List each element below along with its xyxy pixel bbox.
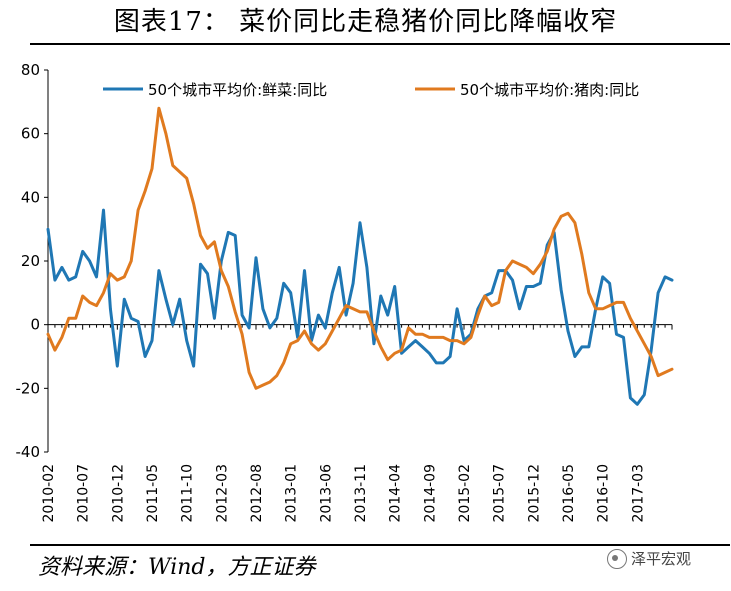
x-tick-label: 2011-05 <box>145 464 161 523</box>
watermark: 泽平宏观 <box>607 548 691 570</box>
x-tick-label: 2011-10 <box>180 464 196 523</box>
legend-label-pork: 50个城市平均价:猪肉:同比 <box>460 81 639 99</box>
x-tick-label: 2016-05 <box>561 464 577 523</box>
chart-title: 图表17： 菜价同比走稳猪价同比降幅收窄 <box>113 7 618 37</box>
x-tick-label: 2016-10 <box>596 464 612 523</box>
x-tick-label: 2010-07 <box>76 464 92 523</box>
y-tick-label: 60 <box>21 125 40 143</box>
x-tick-label: 2013-01 <box>284 464 300 523</box>
y-tick-label: 0 <box>30 316 40 334</box>
x-tick-label: 2017-03 <box>630 464 646 523</box>
series-layer <box>46 106 674 406</box>
watermark-label: 泽平宏观 <box>631 550 692 568</box>
x-tick-label: 2015-12 <box>526 464 542 523</box>
x-tick-label: 2010-02 <box>41 464 57 523</box>
x-tick-label: 2013-11 <box>353 464 369 523</box>
source-note: 资料来源：Wind，方正证券 <box>38 555 316 580</box>
x-tick-label: 2015-07 <box>492 464 508 523</box>
line-chart: -40 -20 0 20 40 60 80 2010-02 2010-07 2010-12 2011… <box>16 61 674 523</box>
wechat-icon <box>607 549 627 569</box>
series-line-pork <box>46 106 674 390</box>
y-tick-label: 40 <box>21 188 40 206</box>
x-tick-label: 2012-08 <box>249 464 265 523</box>
x-tick-label: 2014-09 <box>422 464 438 523</box>
x-tick-label: 2010-12 <box>110 464 126 523</box>
series-line-vegetables <box>46 208 674 406</box>
chart-axes: -40 -20 0 20 40 60 80 2010-02 2010-07 2010-12 2011… <box>16 61 673 523</box>
x-tick-label: 2013-06 <box>318 464 334 523</box>
y-tick-label: -20 <box>16 379 41 397</box>
x-tick-label: 2015-02 <box>457 464 473 523</box>
x-tick-label: 2012-03 <box>214 464 230 523</box>
legend-label-vegetables: 50个城市平均价:鲜菜:同比 <box>148 81 327 99</box>
title-rule <box>30 43 730 45</box>
x-tick-label: 2014-04 <box>388 464 404 523</box>
y-tick-label: -40 <box>16 443 41 461</box>
y-tick-label: 20 <box>21 252 40 270</box>
source-rule <box>30 544 730 546</box>
y-tick-label: 80 <box>21 61 40 79</box>
legend: 50个城市平均价:鲜菜:同比 50个城市平均价:猪肉:同比 <box>103 81 639 99</box>
